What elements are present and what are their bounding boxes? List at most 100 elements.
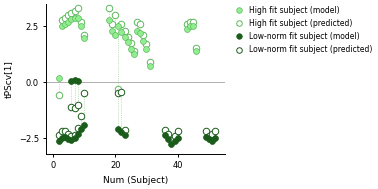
Point bbox=[106, 18, 112, 21]
Point bbox=[109, 23, 115, 26]
Point bbox=[144, 47, 150, 50]
X-axis label: Num (Subject): Num (Subject) bbox=[103, 176, 168, 185]
Point bbox=[56, 76, 62, 79]
Point bbox=[78, 114, 84, 117]
Point bbox=[71, 133, 77, 136]
Point bbox=[165, 132, 171, 135]
Point bbox=[71, 16, 77, 19]
Point bbox=[75, 132, 81, 135]
Point bbox=[68, 80, 74, 83]
Point bbox=[65, 132, 71, 135]
Point bbox=[115, 88, 121, 91]
Point bbox=[62, 135, 68, 138]
Point bbox=[172, 140, 178, 143]
Point bbox=[169, 139, 175, 142]
Point bbox=[75, 126, 81, 129]
Point bbox=[115, 25, 121, 28]
Point bbox=[212, 136, 218, 139]
Point bbox=[191, 20, 197, 23]
Point bbox=[115, 92, 121, 95]
Point bbox=[65, 14, 71, 17]
Point bbox=[134, 20, 140, 23]
Point bbox=[203, 135, 209, 138]
Point bbox=[118, 131, 124, 134]
Point bbox=[122, 35, 128, 38]
Point bbox=[131, 50, 137, 53]
Point bbox=[78, 20, 84, 23]
Point bbox=[71, 106, 77, 109]
Point bbox=[81, 92, 87, 95]
Point bbox=[194, 50, 200, 53]
Point bbox=[122, 29, 128, 33]
Legend: High fit subject (model), High fit subject (predicted), Low-norm fit subject (mo: High fit subject (model), High fit subje… bbox=[230, 5, 373, 55]
Point bbox=[169, 142, 175, 145]
Point bbox=[137, 23, 143, 26]
Point bbox=[81, 123, 87, 126]
Point bbox=[68, 134, 74, 137]
Point bbox=[162, 129, 168, 132]
Point bbox=[56, 93, 62, 96]
Point bbox=[118, 31, 124, 34]
Point bbox=[68, 12, 74, 15]
Point bbox=[62, 16, 68, 19]
Point bbox=[137, 32, 143, 35]
Point bbox=[212, 130, 218, 133]
Point bbox=[115, 128, 121, 131]
Point bbox=[75, 16, 81, 19]
Point bbox=[112, 34, 118, 37]
Point bbox=[68, 105, 74, 108]
Point bbox=[206, 138, 212, 141]
Point bbox=[203, 130, 209, 133]
Point bbox=[187, 25, 193, 28]
Point bbox=[209, 140, 215, 143]
Point bbox=[209, 132, 215, 135]
Point bbox=[68, 139, 74, 142]
Point bbox=[71, 78, 77, 81]
Point bbox=[109, 29, 115, 33]
Point bbox=[112, 14, 118, 17]
Point bbox=[81, 36, 87, 39]
Point bbox=[59, 136, 65, 139]
Point bbox=[75, 80, 81, 83]
Point bbox=[81, 34, 87, 37]
Point bbox=[134, 29, 140, 33]
Point bbox=[206, 134, 212, 137]
Point bbox=[140, 40, 146, 43]
Point bbox=[78, 25, 84, 28]
Point bbox=[62, 23, 68, 26]
Point bbox=[131, 53, 137, 56]
Point bbox=[125, 41, 131, 44]
Point bbox=[56, 133, 62, 136]
Point bbox=[65, 138, 71, 141]
Point bbox=[59, 25, 65, 28]
Point bbox=[65, 20, 71, 23]
Point bbox=[187, 20, 193, 23]
Point bbox=[175, 130, 181, 133]
Point bbox=[71, 9, 77, 12]
Point bbox=[125, 35, 131, 38]
Y-axis label: tPScv[1]: tPScv[1] bbox=[4, 60, 13, 98]
Point bbox=[184, 27, 190, 30]
Point bbox=[147, 61, 153, 64]
Point bbox=[59, 130, 65, 133]
Point bbox=[68, 17, 74, 20]
Point bbox=[128, 42, 134, 45]
Point bbox=[118, 91, 124, 94]
Point bbox=[184, 23, 190, 26]
Point bbox=[122, 133, 128, 136]
Point bbox=[71, 136, 77, 139]
Point bbox=[122, 129, 128, 132]
Point bbox=[75, 103, 81, 106]
Point bbox=[78, 128, 84, 131]
Point bbox=[140, 34, 146, 37]
Point bbox=[118, 23, 124, 26]
Point bbox=[147, 64, 153, 67]
Point bbox=[175, 136, 181, 139]
Point bbox=[62, 130, 68, 133]
Point bbox=[59, 18, 65, 21]
Point bbox=[144, 43, 150, 46]
Point bbox=[75, 6, 81, 9]
Point bbox=[165, 138, 171, 141]
Point bbox=[194, 46, 200, 49]
Point bbox=[172, 134, 178, 137]
